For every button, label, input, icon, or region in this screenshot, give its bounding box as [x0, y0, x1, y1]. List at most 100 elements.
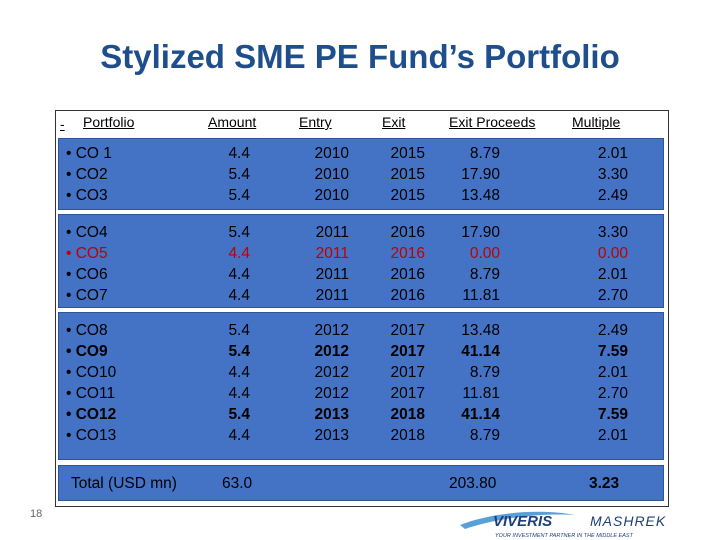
entry-year: 2012 [314, 343, 349, 360]
amount-value: 5.4 [228, 406, 250, 423]
multiple-value: 7.59 [597, 406, 628, 423]
portfolio-group-2 [58, 214, 664, 308]
total-multiple: 3.23 [589, 475, 620, 492]
entry-year: 2013 [314, 406, 349, 423]
logo-brand-right: MASHREK [590, 513, 666, 529]
company-name: • CO5 [66, 245, 108, 262]
amount-value: 4.4 [228, 427, 250, 444]
portfolio-group-1 [58, 138, 664, 210]
entry-year: 2010 [314, 187, 349, 204]
total-label: Total (USD mn) [71, 475, 177, 492]
exit-year-column: 2015 2015 2015 [391, 143, 425, 206]
page-number: 18 [30, 508, 43, 520]
exit-year-column: 2016 2016 2016 2016 [391, 222, 425, 306]
multiple-value: 2.70 [597, 287, 628, 304]
header-exit-proceeds: Exit Proceeds [449, 114, 536, 130]
amount-value: 5.4 [228, 322, 250, 339]
entry-year: 2011 [315, 224, 349, 241]
exit-year: 2017 [390, 322, 425, 339]
exit-year: 2015 [390, 187, 425, 204]
exit-proceeds-value: 17.90 [461, 224, 500, 241]
exit-proceeds-value-column: 17.90 0.00 8.79 11.81 [461, 222, 500, 306]
amount-value: 5.4 [228, 166, 250, 183]
logo-tagline: YOUR INVESTMENT PARTNER IN THE MIDDLE EA… [495, 533, 634, 539]
exit-proceeds-value-column: 8.79 17.90 13.48 [461, 143, 500, 206]
amount-value: 5.4 [228, 224, 250, 241]
company-name: • CO3 [66, 187, 108, 204]
header-exit: Exit [382, 114, 406, 130]
exit-year: 2016 [390, 287, 425, 304]
company-name-column: • CO4 • CO5 • CO6 • CO7 [66, 222, 108, 306]
entry-year: 2011 [315, 266, 349, 283]
header-multiple: Multiple [572, 114, 621, 130]
entry-year: 2012 [314, 385, 349, 402]
entry-year: 2013 [314, 427, 349, 444]
company-name: • CO6 [66, 266, 108, 283]
entry-year: 2011 [315, 245, 349, 262]
company-name: • CO11 [66, 385, 116, 402]
company-name: • CO4 [66, 224, 108, 241]
table-frame [55, 110, 669, 507]
entry-year-column: 2012 2012 2012 2012 2013 2013 [315, 320, 349, 446]
company-name: • CO8 [66, 322, 108, 339]
company-name: • CO13 [66, 427, 117, 444]
multiple-value: 2.49 [597, 322, 628, 339]
exit-year: 2017 [390, 343, 425, 360]
entry-year-column: 2011 2011 2011 2011 [316, 222, 349, 306]
multiple-value: 3.30 [597, 224, 628, 241]
multiple-value: 7.59 [597, 343, 628, 360]
header-dash: - [60, 116, 65, 132]
exit-proceeds-value: 17.90 [461, 166, 500, 183]
multiple-value: 3.30 [597, 166, 628, 183]
slide-title: Stylized SME PE Fund’s Portfolio [100, 38, 620, 75]
exit-year: 2016 [390, 245, 425, 262]
exit-proceeds-value: 8.79 [469, 427, 500, 444]
company-name: • CO 1 [66, 145, 112, 162]
entry-year: 2012 [314, 322, 349, 339]
exit-proceeds-value: 8.79 [469, 364, 500, 381]
company-name: • CO12 [66, 406, 117, 423]
company-name: • CO9 [66, 343, 108, 360]
amount-value: 4.4 [228, 266, 250, 283]
exit-proceeds-value: 41.14 [461, 406, 500, 423]
logo-swoosh [460, 511, 575, 529]
multiple-value: 0.00 [597, 245, 628, 262]
exit-year: 2017 [390, 364, 425, 381]
exit-proceeds-value: 41.14 [461, 343, 500, 360]
exit-year: 2016 [390, 224, 425, 241]
exit-year: 2018 [390, 406, 425, 423]
amount-value: 5.4 [228, 343, 250, 360]
multiple-value: 2.49 [597, 187, 628, 204]
entry-year: 2010 [314, 166, 349, 183]
multiple-value: 2.01 [597, 145, 628, 162]
company-name-column: • CO8 • CO9 • CO10 • CO11 • CO12 • CO13 [66, 320, 116, 446]
company-name: • CO10 [66, 364, 117, 381]
exit-proceeds-value: 13.48 [461, 187, 500, 204]
exit-proceeds-value: 0.00 [469, 245, 500, 262]
portfolio-group-3 [58, 312, 664, 460]
exit-proceeds-value: 8.79 [469, 145, 500, 162]
multiple-value: 2.01 [597, 364, 628, 381]
company-name-column: • CO 1 • CO2 • CO3 [66, 143, 112, 206]
exit-proceeds-value: 11.81 [462, 287, 500, 304]
multiple-value-column: 3.30 0.00 2.01 2.70 [598, 222, 628, 306]
entry-year: 2012 [314, 364, 349, 381]
entry-year: 2010 [314, 145, 349, 162]
header-amount: Amount [208, 114, 257, 130]
multiple-value: 2.01 [597, 266, 628, 283]
amount-value: 4.4 [228, 287, 250, 304]
exit-proceeds-value: 8.79 [469, 266, 500, 283]
exit-year: 2018 [390, 427, 425, 444]
entry-year: 2011 [315, 287, 349, 304]
amount-value-column: 5.4 5.4 4.4 4.4 5.4 4.4 [228, 320, 250, 446]
multiple-value: 2.70 [597, 385, 628, 402]
exit-year-column: 2017 2017 2017 2017 2018 2018 [391, 320, 425, 446]
amount-value: 4.4 [228, 245, 250, 262]
exit-proceeds-value: 11.81 [462, 385, 500, 402]
total-amount: 63.0 [222, 475, 253, 492]
header-portfolio: Portfolio [83, 114, 135, 130]
exit-year: 2017 [390, 385, 425, 402]
exit-year: 2016 [390, 266, 425, 283]
exit-proceeds-value: 13.48 [461, 322, 500, 339]
amount-value-column: 5.4 4.4 4.4 4.4 [228, 222, 250, 306]
